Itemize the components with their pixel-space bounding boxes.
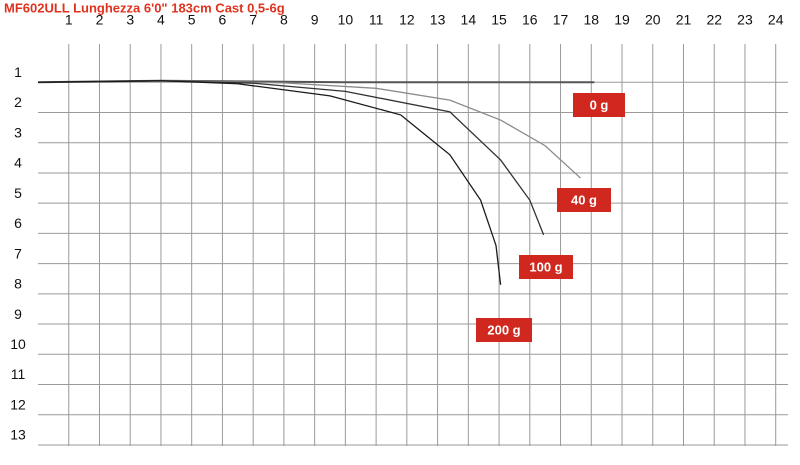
x-tick-label: 20 xyxy=(645,12,661,28)
x-tick-label: 17 xyxy=(553,12,569,28)
x-tick-label: 10 xyxy=(338,12,354,28)
load-label-box xyxy=(557,188,611,212)
y-tick-label: 5 xyxy=(14,185,22,201)
y-tick-label: 3 xyxy=(14,124,22,140)
x-tick-label: 22 xyxy=(706,12,722,28)
x-tick-label: 6 xyxy=(219,12,227,28)
y-tick-label: 10 xyxy=(10,336,26,352)
x-tick-label: 23 xyxy=(737,12,753,28)
y-tick-label: 6 xyxy=(14,215,22,231)
x-tick-label: 19 xyxy=(614,12,630,28)
y-tick-label: 4 xyxy=(14,155,22,171)
y-tick-label: 11 xyxy=(11,366,26,382)
bend-curve xyxy=(37,80,545,236)
x-tick-label: 8 xyxy=(280,12,288,28)
x-tick-label: 5 xyxy=(188,12,196,28)
load-label-box xyxy=(573,93,625,117)
chart-title: MF602ULL Lunghezza 6'0" 183cm Cast 0,5-6… xyxy=(4,0,285,15)
y-tick-label: 12 xyxy=(10,396,26,412)
x-tick-label: 12 xyxy=(399,12,415,28)
x-tick-label: 11 xyxy=(369,12,384,28)
x-tick-label: 9 xyxy=(311,12,319,28)
load-label: 100 g xyxy=(529,259,562,274)
y-tick-label: 8 xyxy=(14,276,22,292)
x-tick-label: 7 xyxy=(249,12,257,28)
x-tick-label: 1 xyxy=(65,12,73,28)
x-tick-label: 2 xyxy=(96,12,104,28)
x-tick-label: 3 xyxy=(126,12,134,28)
x-tick-label: 18 xyxy=(583,12,599,28)
load-label-box xyxy=(519,255,573,279)
x-tick-label: 21 xyxy=(676,12,692,28)
x-tick-label: 15 xyxy=(491,12,507,28)
y-tick-label: 2 xyxy=(14,94,22,110)
y-tick-label: 9 xyxy=(14,306,22,322)
load-label: 200 g xyxy=(487,322,520,337)
y-tick-label: 13 xyxy=(10,427,26,443)
y-tick-label: 7 xyxy=(14,245,22,261)
x-tick-label: 16 xyxy=(522,12,538,28)
load-label: 0 g xyxy=(590,97,609,112)
bend-curve xyxy=(37,80,502,285)
x-tick-label: 24 xyxy=(768,12,784,28)
x-tick-label: 4 xyxy=(157,12,165,28)
x-tick-label: 14 xyxy=(461,12,477,28)
x-tick-label: 13 xyxy=(430,12,446,28)
load-label-box xyxy=(476,318,532,342)
y-tick-label: 1 xyxy=(14,64,22,80)
load-label: 40 g xyxy=(571,192,597,207)
